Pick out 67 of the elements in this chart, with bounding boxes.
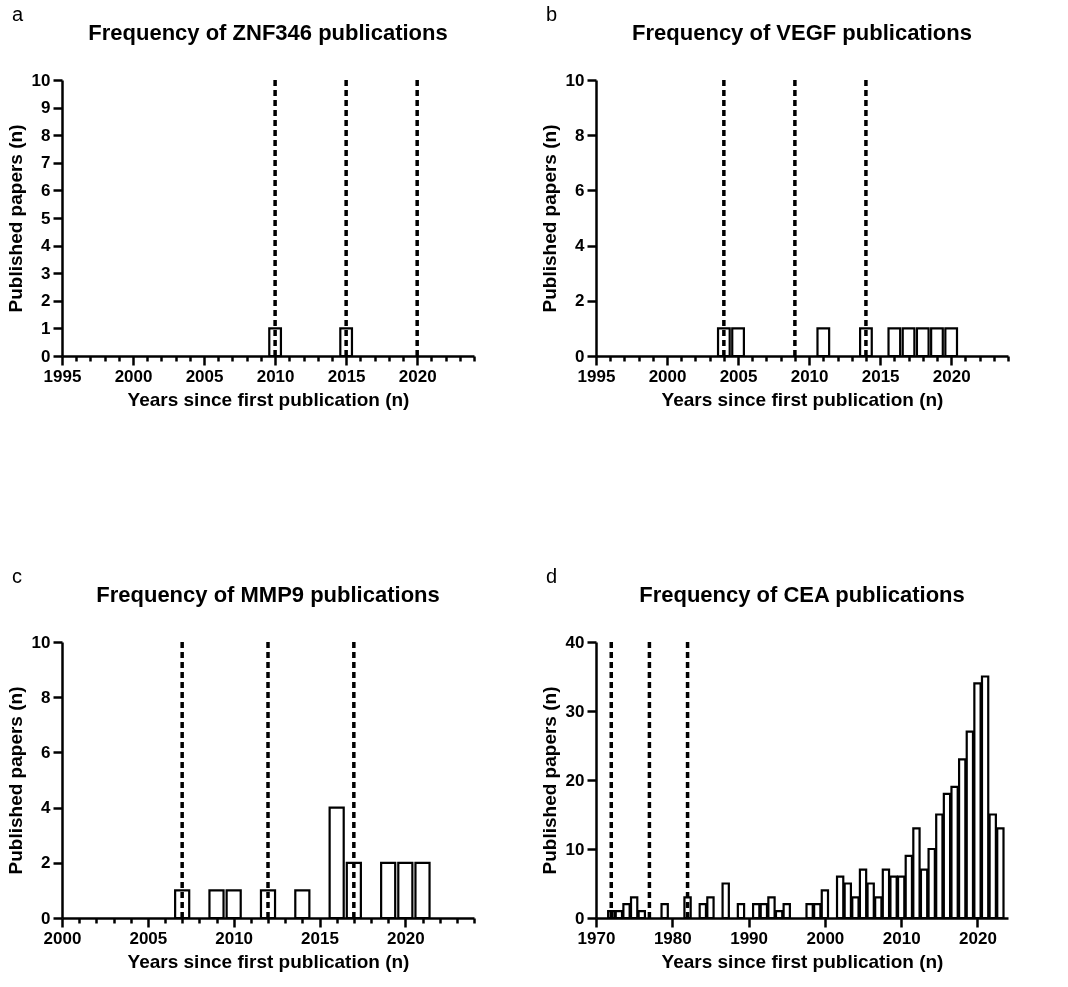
x-tick-label: 1980 xyxy=(653,928,692,948)
x-tick-label: 2015 xyxy=(301,928,339,948)
chart-title: Frequency of VEGF publications xyxy=(632,20,972,45)
x-tick-label: 2010 xyxy=(215,928,254,948)
x-tick-label: 1995 xyxy=(43,366,82,386)
text: c xyxy=(12,564,22,588)
y-tick-label: 10 xyxy=(31,632,51,652)
x-tick-label: 2015 xyxy=(327,366,366,386)
x-tick-label: 2000 xyxy=(648,366,687,386)
y-tick-label: 20 xyxy=(565,770,585,790)
chart-title: Frequency of CEA publications xyxy=(639,582,965,607)
y-tick-label: 8 xyxy=(41,125,51,145)
y-tick-label: 30 xyxy=(565,701,585,721)
y-axis-title: Published papers (n) xyxy=(4,686,26,875)
y-tick-label: 2 xyxy=(41,291,51,311)
y-tick-label: 10 xyxy=(565,70,585,90)
y-tick-label: 9 xyxy=(41,98,51,118)
text: d xyxy=(546,564,558,588)
x-tick-label: 2010 xyxy=(882,928,921,948)
y-axis-title: Published papers (n) xyxy=(538,124,560,313)
y-axis-title: Published papers (n) xyxy=(4,124,26,313)
x-axis-title: Years since first publication (n) xyxy=(661,388,944,410)
x-axis-title: Years since first publication (n) xyxy=(127,950,410,972)
y-tick-label: 5 xyxy=(41,208,51,228)
y-tick-label: 8 xyxy=(41,687,51,707)
x-tick-label: 2010 xyxy=(256,366,295,386)
x-tick-label: 2005 xyxy=(719,366,758,386)
x-tick-label: 2020 xyxy=(386,928,425,948)
y-tick-label: 10 xyxy=(31,70,51,90)
chart-title: Frequency of MMP9 publications xyxy=(96,582,440,607)
y-tick-label: 6 xyxy=(41,180,51,200)
x-axis-title: Years since first publication (n) xyxy=(661,950,944,972)
x-tick-label: 2020 xyxy=(932,366,971,386)
text: a xyxy=(12,2,24,26)
x-tick-label: 2010 xyxy=(790,366,829,386)
y-tick-label: 6 xyxy=(41,742,51,762)
x-tick-label: 1990 xyxy=(730,928,769,948)
y-tick-label: 7 xyxy=(41,153,51,173)
y-tick-label: 2 xyxy=(575,291,585,311)
x-axis-title: Years since first publication (n) xyxy=(127,388,410,410)
y-tick-label: 0 xyxy=(575,908,585,928)
y-tick-label: 2 xyxy=(41,853,51,873)
y-tick-label: 0 xyxy=(41,346,51,366)
x-tick-label: 1995 xyxy=(577,366,616,386)
y-axis-title: Published papers (n) xyxy=(538,686,560,875)
chart-title: Frequency of ZNF346 publications xyxy=(88,20,448,45)
y-tick-label: 40 xyxy=(565,632,585,652)
y-tick-label: 10 xyxy=(565,839,585,859)
y-tick-label: 0 xyxy=(41,908,51,928)
x-tick-label: 1970 xyxy=(577,928,616,948)
x-tick-label: 2000 xyxy=(806,928,845,948)
y-tick-label: 4 xyxy=(41,798,52,818)
y-tick-label: 3 xyxy=(41,263,51,283)
x-tick-label: 2000 xyxy=(43,928,82,948)
x-tick-label: 2005 xyxy=(185,366,224,386)
text: b xyxy=(546,2,558,26)
y-tick-label: 0 xyxy=(575,346,585,366)
y-tick-label: 4 xyxy=(41,236,52,256)
y-tick-label: 1 xyxy=(41,318,51,338)
x-tick-label: 2000 xyxy=(114,366,153,386)
x-tick-label: 2020 xyxy=(959,928,997,948)
y-tick-label: 8 xyxy=(575,125,585,145)
x-tick-label: 2005 xyxy=(129,928,168,948)
y-tick-label: 4 xyxy=(575,236,586,256)
x-tick-label: 2015 xyxy=(861,366,900,386)
x-tick-label: 2020 xyxy=(398,366,437,386)
y-tick-label: 6 xyxy=(575,180,585,200)
